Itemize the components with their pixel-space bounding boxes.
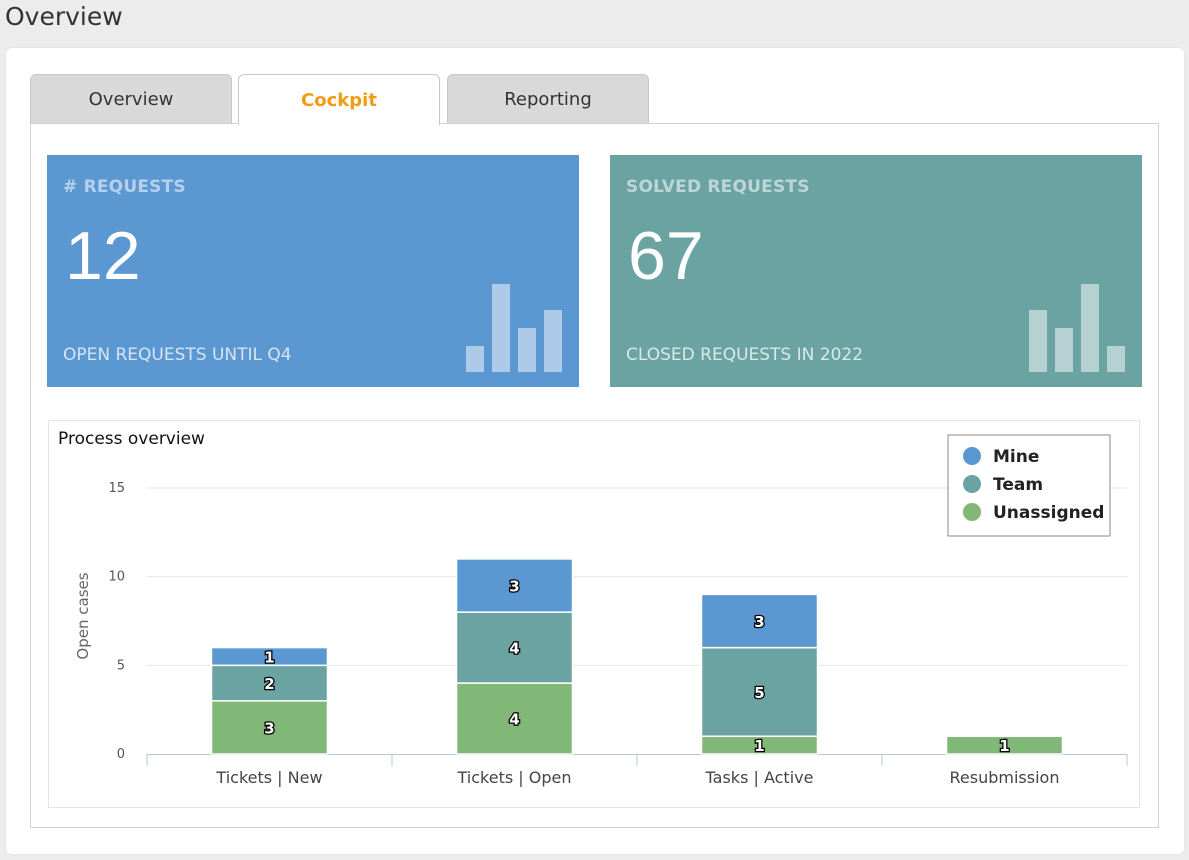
mini-bar-icon bbox=[1107, 346, 1125, 372]
data-label: 2 bbox=[264, 675, 274, 693]
data-label: 3 bbox=[754, 613, 764, 631]
x-tick-label: Tasks | Active bbox=[705, 768, 814, 787]
y-tick-label: 15 bbox=[108, 481, 125, 496]
chart-title: Process overview bbox=[58, 429, 205, 449]
data-label: 1 bbox=[264, 648, 274, 666]
requests-card: # REQUESTS 12 OPEN REQUESTS UNTIL Q4 bbox=[47, 155, 579, 387]
data-label: 1 bbox=[999, 737, 1009, 755]
data-label: 1 bbox=[754, 737, 764, 755]
data-label: 3 bbox=[264, 719, 274, 737]
bar-segment bbox=[945, 735, 1064, 755]
tab-content: # REQUESTS 12 OPEN REQUESTS UNTIL Q4 SOL… bbox=[30, 123, 1159, 828]
solved-card: SOLVED REQUESTS 67 CLOSED REQUESTS IN 20… bbox=[610, 155, 1142, 387]
bar-segment bbox=[700, 646, 819, 738]
bar-segment bbox=[210, 700, 329, 755]
data-label: 4 bbox=[509, 711, 519, 729]
legend-marker bbox=[963, 447, 981, 465]
solved-card-subtitle: CLOSED REQUESTS IN 2022 bbox=[626, 345, 864, 365]
mini-bar-icon bbox=[1081, 284, 1099, 372]
bar-segment bbox=[455, 558, 574, 613]
requests-card-label: # REQUESTS bbox=[63, 177, 186, 197]
solved-card-value: 67 bbox=[628, 218, 704, 294]
data-label: 4 bbox=[509, 640, 519, 658]
mini-bar-icon bbox=[1055, 328, 1073, 372]
y-tick-label: 10 bbox=[108, 570, 125, 585]
legend-marker bbox=[963, 503, 981, 521]
y-tick-label: 0 bbox=[117, 747, 125, 762]
mini-bar-icon bbox=[518, 328, 536, 372]
tab-overview[interactable]: Overview bbox=[30, 74, 232, 124]
y-tick-label: 5 bbox=[117, 658, 125, 673]
legend-marker bbox=[963, 475, 981, 493]
x-tick-label: Tickets | New bbox=[215, 768, 322, 787]
legend-label: Team bbox=[993, 475, 1043, 495]
main-panel: Overview Cockpit Reporting # REQUESTS 12… bbox=[6, 48, 1184, 854]
data-label: 3 bbox=[509, 578, 519, 596]
legend-label: Unassigned bbox=[993, 503, 1104, 523]
requests-card-subtitle: OPEN REQUESTS UNTIL Q4 bbox=[63, 345, 292, 365]
bar-segment bbox=[210, 664, 329, 702]
tab-reporting[interactable]: Reporting bbox=[447, 74, 649, 124]
x-tick-label: Resubmission bbox=[950, 768, 1060, 787]
tab-cockpit[interactable]: Cockpit bbox=[238, 74, 440, 125]
mini-bar-icon bbox=[1029, 310, 1047, 372]
data-label: 5 bbox=[754, 684, 764, 702]
process-overview-chart: Process overview 0 5 10 15 Open cases Tickets… bbox=[48, 420, 1140, 808]
bar-segment bbox=[700, 593, 819, 649]
legend-label: Mine bbox=[993, 447, 1039, 467]
bar-segment bbox=[210, 646, 329, 667]
mini-bar-icon bbox=[492, 284, 510, 372]
mini-bar-icon bbox=[544, 310, 562, 372]
solved-card-label: SOLVED REQUESTS bbox=[626, 177, 810, 197]
x-tick-label: Tickets | Open bbox=[457, 768, 572, 787]
y-axis-label: Open cases bbox=[74, 572, 92, 659]
page-title: Overview bbox=[5, 2, 123, 31]
mini-bar-icon bbox=[466, 346, 484, 372]
requests-card-value: 12 bbox=[65, 218, 141, 294]
